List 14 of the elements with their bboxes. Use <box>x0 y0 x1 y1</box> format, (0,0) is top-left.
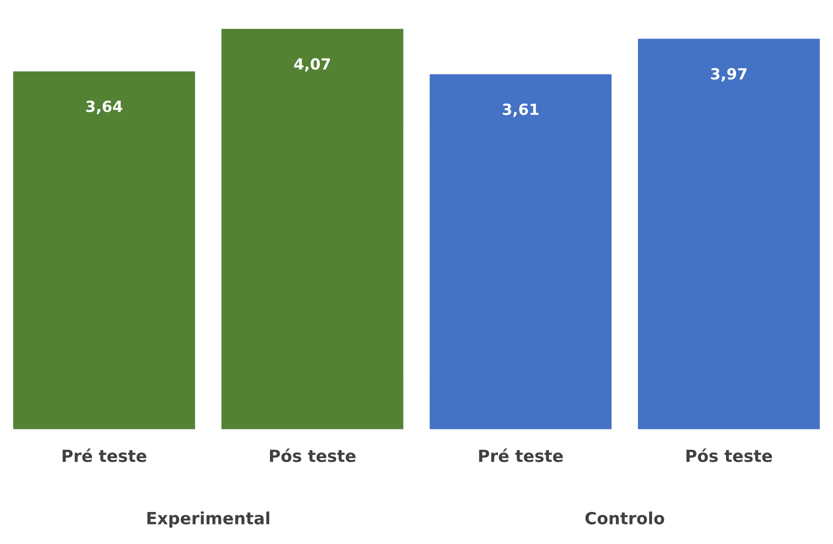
bar <box>428 72 613 430</box>
data-label: 3,61 <box>502 104 538 118</box>
bar <box>636 37 822 430</box>
x-tick-label: Pré teste <box>479 448 563 462</box>
x-tick-label: Pré teste <box>62 448 146 462</box>
data-label: 4,07 <box>294 58 330 72</box>
bar <box>220 28 405 430</box>
bar <box>12 70 196 430</box>
text: Experimental <box>147 512 270 528</box>
x-tick-label: Pós teste <box>270 448 356 462</box>
data-label: 3,97 <box>711 68 747 82</box>
x-tick-label: Pós teste <box>686 448 772 462</box>
text: Controlo <box>585 512 664 524</box>
data-label: 3,64 <box>86 100 122 114</box>
